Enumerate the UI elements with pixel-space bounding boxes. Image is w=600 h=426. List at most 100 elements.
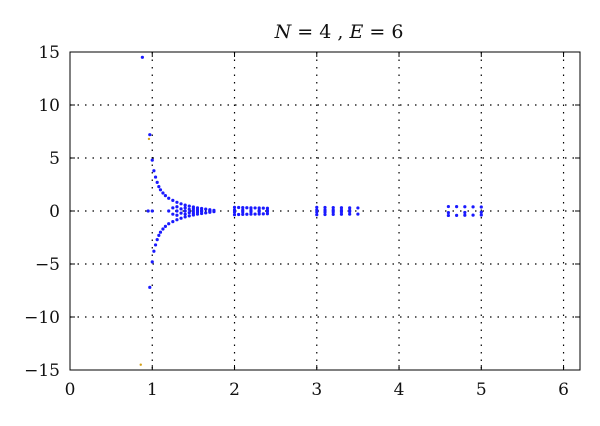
data-point xyxy=(171,198,175,202)
data-point xyxy=(153,175,158,179)
data-point xyxy=(463,210,467,215)
data-point xyxy=(237,205,241,210)
data-point xyxy=(200,209,204,214)
grid-lines xyxy=(70,52,580,370)
data-point xyxy=(339,212,344,216)
data-point xyxy=(187,214,191,218)
data-point xyxy=(253,206,257,210)
title-var2: E xyxy=(348,21,363,43)
data-point xyxy=(315,213,319,217)
data-point xyxy=(152,249,156,253)
data-point xyxy=(183,212,187,216)
data-point xyxy=(158,230,163,234)
data-point xyxy=(323,205,327,210)
data-point xyxy=(348,206,352,210)
data-point xyxy=(140,55,144,59)
data-point xyxy=(179,216,183,220)
data-point xyxy=(479,205,483,209)
data-point xyxy=(191,207,195,211)
data-point xyxy=(249,206,253,210)
data-point xyxy=(146,209,150,213)
data-point xyxy=(187,210,191,215)
title-eq2: = xyxy=(369,21,391,43)
data-point xyxy=(183,209,187,213)
data-point xyxy=(187,207,191,212)
data-point xyxy=(315,205,319,209)
data-point xyxy=(339,210,344,214)
data-point xyxy=(232,210,237,214)
title-sep: , xyxy=(337,21,349,43)
data-point xyxy=(245,212,249,216)
data-point xyxy=(463,205,467,209)
data-point xyxy=(323,212,327,217)
data-point xyxy=(161,227,165,231)
data-point xyxy=(195,210,200,214)
data-point xyxy=(171,212,175,216)
data-point xyxy=(241,212,245,216)
data-point xyxy=(323,210,327,214)
data-point xyxy=(175,200,179,204)
title-value1: 4 xyxy=(319,21,331,43)
data-point xyxy=(175,213,179,217)
data-point xyxy=(265,209,270,214)
data-point xyxy=(463,213,467,217)
title-value2: 6 xyxy=(391,21,403,43)
data-point xyxy=(253,212,257,216)
data-point xyxy=(183,206,187,210)
data-point xyxy=(150,209,154,213)
data-point xyxy=(171,220,175,224)
data-point xyxy=(331,206,335,210)
data-point xyxy=(163,224,168,228)
data-point xyxy=(331,210,335,214)
data-point xyxy=(187,204,191,208)
data-point xyxy=(208,209,212,213)
data-point xyxy=(339,206,344,210)
data-point xyxy=(479,210,483,214)
x-tick-label: 3 xyxy=(311,380,322,400)
data-point xyxy=(167,196,171,200)
data-point xyxy=(331,212,335,216)
chart-title: N = 4 , E = 6 xyxy=(274,21,404,43)
data-point xyxy=(315,210,319,214)
data-point xyxy=(155,180,159,184)
data-point xyxy=(183,215,187,219)
data-point xyxy=(148,285,152,289)
data-point xyxy=(471,205,475,209)
data-point xyxy=(265,212,270,216)
data-point xyxy=(148,133,152,137)
data-point xyxy=(232,213,237,217)
data-point xyxy=(348,210,352,214)
tick-labels: 0 1 2 3 4 5 6 −15 −10 −5 0 5 10 15 xyxy=(24,43,569,400)
data-point xyxy=(167,209,171,213)
data-point xyxy=(150,260,154,264)
y-tick-label: −10 xyxy=(24,308,60,328)
data-point xyxy=(356,206,360,210)
data-point xyxy=(183,203,187,207)
data-point xyxy=(455,205,459,209)
data-point xyxy=(245,206,249,210)
data-point xyxy=(446,210,450,215)
data-point xyxy=(249,210,253,214)
y-tick-label: 10 xyxy=(38,96,60,116)
outlier-point xyxy=(147,137,151,141)
data-points xyxy=(139,55,483,366)
data-point xyxy=(348,212,352,216)
data-point xyxy=(471,213,475,217)
data-point xyxy=(479,213,483,217)
x-tick-label: 5 xyxy=(476,380,487,400)
data-point xyxy=(237,212,241,217)
data-point xyxy=(257,212,261,216)
data-point xyxy=(175,218,179,222)
data-point xyxy=(232,205,237,209)
data-point xyxy=(150,158,154,162)
data-point xyxy=(152,169,156,173)
y-tick-label: 0 xyxy=(49,202,60,222)
data-point xyxy=(191,211,195,215)
data-point xyxy=(446,213,450,218)
data-point xyxy=(175,209,179,213)
data-point xyxy=(179,211,183,215)
data-point xyxy=(155,238,159,242)
data-point xyxy=(157,233,161,237)
y-tick-label: 5 xyxy=(49,149,60,169)
data-point xyxy=(153,243,158,247)
